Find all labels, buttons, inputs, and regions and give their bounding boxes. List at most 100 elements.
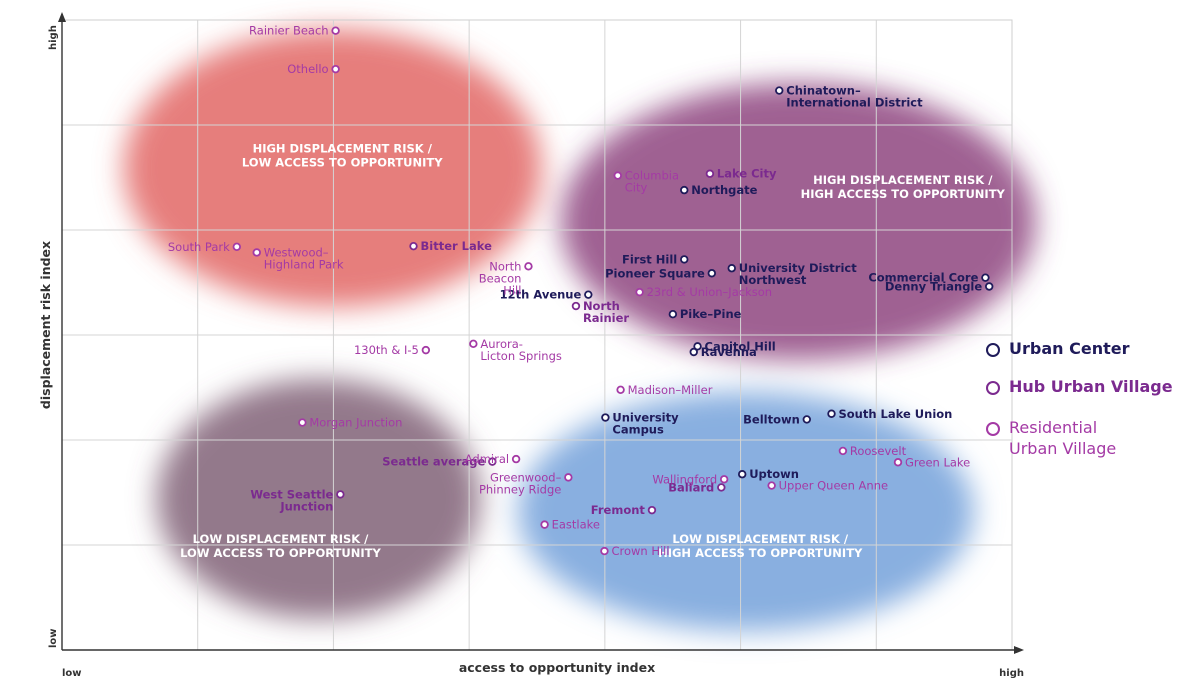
point-label-line: Eastlake (552, 518, 600, 532)
point-label-line: Hill (503, 283, 521, 297)
q-high-risk-high-access: HIGH DISPLACEMENT RISK / HIGH ACCESS TO O… (801, 173, 1006, 201)
x-tick-label-low: low (62, 668, 82, 679)
point-label-line: Othello (287, 62, 328, 76)
point-label: Wallingford (652, 472, 717, 486)
point-marker (616, 385, 625, 395)
point-label-line: Northgate (691, 183, 757, 197)
zone-low-risk-low-access (157, 379, 480, 619)
point-label: South Lake Union (839, 407, 953, 421)
point-marker (613, 171, 622, 180)
point-label-line: Capitol Hill (705, 339, 776, 353)
legend-label: Residential Urban Village (1009, 418, 1117, 458)
point-label: North Beacon Hill (479, 259, 522, 297)
point-marker (985, 282, 994, 291)
point-label-line: Commercial Core (868, 271, 978, 285)
point-marker (298, 418, 307, 427)
point-eastlake: Eastlake (540, 518, 600, 532)
point-uptown: Uptown (738, 467, 799, 481)
x-tick-label-high: high (999, 668, 1024, 679)
y-axis-arrow-icon (58, 12, 66, 22)
point-chinatown-international-district: Chinatown– International District (775, 84, 923, 110)
point-label-line: Belltown (743, 412, 800, 426)
legend-label: Hub Urban Village (1009, 377, 1173, 396)
zone-high-risk-high-access (560, 83, 1036, 361)
series-hub-urban-village: Lake City Bitter Lake North Rainier Seattle … (250, 167, 777, 517)
point-label-line: Greenwood– (490, 470, 562, 484)
point-capitol-hill: Capitol Hill (693, 339, 776, 353)
point-label-line: Seattle average (382, 455, 485, 469)
point-marker (584, 290, 593, 299)
point-label: Capitol Hill (705, 339, 776, 353)
point-belltown: Belltown (743, 412, 811, 426)
point-label: South Park (168, 240, 230, 254)
point-label-line: Uptown (749, 467, 799, 481)
point-marker (469, 339, 478, 349)
quadrant-label-line: LOW ACCESS TO OPPORTUNITY (180, 546, 381, 560)
point-bitter-lake: Bitter Lake (409, 239, 493, 253)
quadrant-label-line: HIGH ACCESS TO OPPORTUNITY (801, 187, 1006, 201)
point-madison-miller: Madison–Miller (616, 383, 713, 397)
point-marker (336, 490, 345, 499)
point-marker (893, 458, 903, 467)
point-marker (767, 481, 776, 490)
point-label: Eastlake (552, 518, 600, 532)
point-label: University District Northwest (739, 261, 857, 287)
point-upper-queen-anne: Upper Queen Anne (767, 479, 888, 493)
point-label-line: Upper Queen Anne (779, 479, 888, 493)
point-crown-hill: Crown Hill (600, 544, 670, 558)
point-label-line: Morgan Junction (309, 416, 402, 430)
point-marker (564, 473, 573, 482)
point-label: Othello (287, 62, 328, 76)
point-label-line: West Seattle (250, 487, 333, 501)
point-label: Ravenna (701, 345, 757, 359)
point-marker (524, 262, 533, 271)
legend-label: Urban Center (1009, 339, 1130, 358)
point-label-line: Rainier Beach (249, 24, 329, 38)
point-green-lake: Green Lake (893, 455, 970, 469)
point-label-line: North (489, 259, 521, 273)
point-label: Westwood– Highland Park (264, 245, 344, 271)
point-marker (232, 242, 241, 251)
point-label-line: Crown Hill (611, 544, 669, 558)
quadrant-label-line: HIGH DISPLACEMENT RISK / (253, 141, 433, 155)
point-ballard: Ballard (668, 480, 726, 494)
point-label: Pike–Pine (680, 307, 742, 321)
point-wallingford: Wallingford (652, 472, 729, 486)
point-label-line: North (583, 299, 620, 313)
point-marker (409, 241, 418, 251)
point-label: Crown Hill (611, 544, 669, 558)
point-label: First Hill (622, 252, 677, 266)
point-lake-city: Lake City (705, 167, 777, 181)
point-label: Rainier Beach (249, 24, 329, 38)
point-label: Pioneer Square (605, 266, 705, 280)
point-west-seattle-junction: West Seattle Junction (250, 487, 345, 513)
point-label-line: City (625, 181, 648, 195)
point-marker (838, 446, 848, 456)
point-label: Commercial Core (868, 271, 978, 285)
legend-item-residential-urban-village: Residential Urban Village (986, 417, 1189, 459)
quadrant-label-line: LOW DISPLACEMENT RISK / (672, 532, 849, 546)
point-label: North Rainier (583, 299, 629, 325)
point-label-line: Ravenna (701, 345, 757, 359)
legend-marker-icon (986, 381, 1000, 395)
point-label-line: Northwest (739, 273, 807, 287)
point-label-line: 23rd & Union–Jackson (647, 285, 772, 299)
point-denny-triangle: Denny Triangle (885, 279, 994, 293)
quadrant-labels: HIGH DISPLACEMENT RISK / LOW ACCESS TO OP… (180, 141, 1005, 560)
point-marker (571, 301, 581, 311)
y-tick-label-low: low (48, 628, 59, 648)
point-marker (601, 413, 610, 422)
legend-item-hub-urban-village: Hub Urban Village (986, 376, 1189, 397)
point-othello: Othello (287, 62, 340, 76)
q-low-risk-high-access: LOW DISPLACEMENT RISK / HIGH ACCESS TO OP… (658, 532, 863, 560)
point-label: Aurora-Licton Springs (480, 337, 562, 363)
point-university-campus: University Campus (601, 411, 679, 437)
point-label-line: South Lake Union (839, 407, 953, 421)
point-label: Ballard (668, 480, 714, 494)
point-marker (421, 345, 431, 355)
point-label-line: Green Lake (905, 455, 970, 469)
x-axis-arrow-icon (1014, 646, 1024, 654)
y-axis-label: displacement risk index (38, 241, 53, 409)
point-pioneer-square: Pioneer Square (605, 266, 716, 280)
point-label: Bitter Lake (421, 239, 493, 253)
